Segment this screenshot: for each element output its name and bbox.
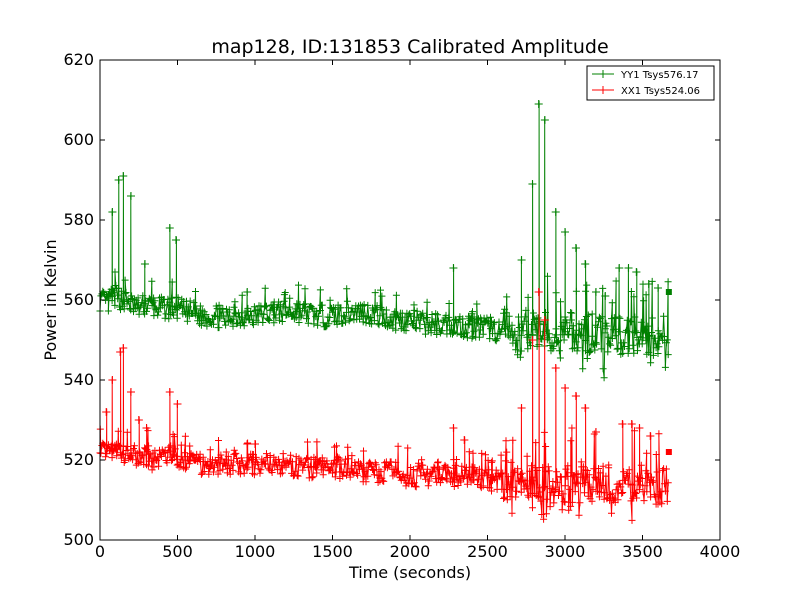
spike-point	[561, 384, 569, 392]
spike-point	[127, 388, 135, 396]
x-tick-label: 2500	[467, 542, 508, 561]
spike-point	[592, 428, 600, 436]
spike-point	[601, 292, 610, 300]
y-tick-label: 500	[63, 530, 94, 549]
y-tick-label: 520	[63, 450, 94, 469]
x-tick-label: 1500	[312, 542, 353, 561]
spike-point	[561, 228, 569, 236]
spike-point	[449, 424, 458, 432]
spike-point	[142, 424, 151, 432]
spike-point	[534, 288, 543, 296]
spike-point	[114, 176, 123, 184]
y-tick-label: 620	[63, 50, 94, 69]
spike-point	[108, 376, 117, 384]
spike-point	[460, 436, 469, 444]
x-tick-label: 1000	[235, 542, 276, 561]
spike-point	[646, 432, 655, 440]
spike-point	[592, 288, 600, 296]
spike-point	[632, 268, 641, 276]
spike-point	[517, 256, 526, 264]
spike-point	[243, 440, 252, 448]
x-tick-label: 3500	[622, 542, 663, 561]
spike-point	[618, 420, 627, 428]
y-tick-label: 560	[63, 290, 94, 309]
series-1	[96, 288, 672, 524]
axis-ticks: 0 500 1000 1500 2000 2500 3000 3500 400050052054…	[63, 50, 740, 561]
legend-label-xx1: XX1 Tsys524.06	[621, 86, 700, 97]
series-0	[96, 100, 672, 382]
legend: YY1 Tsys576.17 XX1 Tsys524.06	[586, 65, 715, 101]
series-markers	[96, 100, 672, 382]
spike-point	[581, 404, 590, 412]
y-tick-label: 540	[63, 370, 94, 389]
spike-point	[644, 280, 653, 288]
spike-point	[551, 364, 560, 372]
spike-point	[119, 344, 128, 352]
spike-point	[540, 116, 549, 124]
spike-point	[127, 192, 135, 200]
spike-point	[165, 388, 174, 396]
legend-label-yy1: YY1 Tsys576.17	[620, 70, 699, 81]
legend-marker-xx1-icon	[599, 86, 607, 94]
y-tick-label: 580	[63, 210, 94, 229]
legend-marker-yy1-icon	[599, 70, 607, 78]
spike-point	[173, 400, 182, 408]
spike-point	[627, 420, 636, 428]
x-tick-label: 3000	[545, 542, 586, 561]
x-tick-label: 0	[95, 542, 105, 561]
spike-point	[624, 264, 633, 272]
spike-point	[171, 236, 180, 244]
chart-title: map128, ID:131853 Calibrated Amplitude	[211, 36, 608, 58]
spike-point	[140, 260, 149, 268]
spike-point	[108, 208, 117, 216]
spike-point	[551, 208, 560, 216]
x-tick-label: 500	[162, 542, 193, 561]
spike-point	[615, 264, 624, 272]
y-tick-label: 600	[63, 130, 94, 149]
spike-point	[102, 408, 111, 416]
spike-point	[243, 288, 252, 296]
spike-point	[571, 392, 580, 400]
spike-point	[528, 336, 537, 344]
spike-point	[119, 172, 128, 180]
spike-point	[449, 264, 458, 272]
spike-point	[571, 244, 580, 252]
spike-point	[654, 284, 662, 292]
spike-point	[528, 180, 537, 188]
x-tick-label: 2000	[390, 542, 431, 561]
spike-point	[165, 224, 174, 232]
series-line	[99, 103, 669, 378]
y-axis-label: Power in Kelvin	[41, 239, 60, 360]
spike-point	[134, 416, 143, 424]
spike-point	[251, 440, 259, 448]
spike-point	[534, 100, 543, 108]
spike-point	[581, 260, 590, 268]
x-axis-label: Time (seconds)	[348, 563, 471, 582]
legend-box	[586, 65, 715, 101]
spike-point	[540, 316, 549, 324]
series-end-marker	[665, 449, 672, 455]
x-tick-label: 4000	[700, 542, 741, 561]
spike-point	[635, 424, 644, 432]
series-end-marker	[665, 289, 672, 295]
plot-content	[96, 100, 672, 524]
spike-point	[517, 404, 526, 412]
